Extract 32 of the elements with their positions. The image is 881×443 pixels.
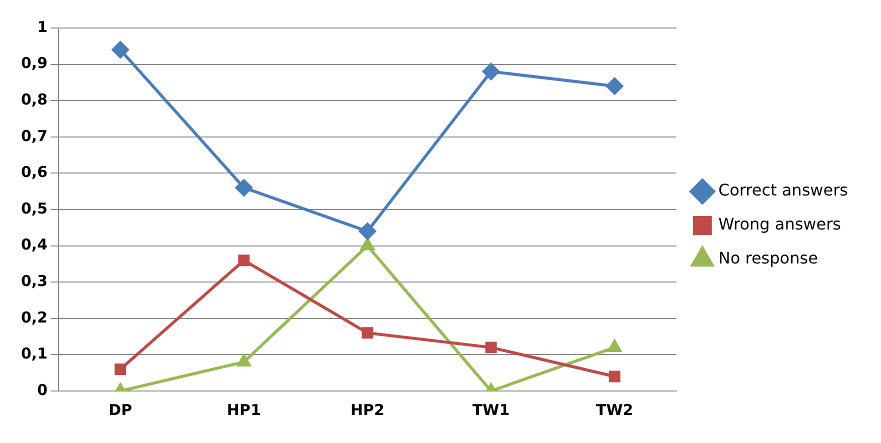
y-tick-label: 0,8: [20, 90, 48, 108]
point: [362, 327, 374, 339]
legend-label: No response: [718, 248, 818, 268]
point: [360, 238, 374, 250]
y-tick-label: 0,6: [20, 163, 48, 182]
x-tick-label: TW1: [472, 400, 510, 419]
y-tick-label: 0: [37, 380, 48, 399]
y-tick-label: 1: [37, 18, 48, 36]
x-tick-label: TW2: [596, 400, 634, 419]
y-tick-label: 0,4: [20, 236, 48, 254]
point: [608, 370, 620, 382]
point: [606, 78, 624, 95]
x-tick-label: HP2: [350, 400, 384, 419]
point: [485, 342, 497, 354]
point: [358, 222, 376, 240]
x-tick-label: DP: [108, 400, 132, 419]
y-tick-label: 0,2: [20, 308, 48, 326]
x-tick-label: HP1: [226, 400, 261, 419]
point: [238, 254, 250, 266]
point: [114, 363, 126, 375]
legend-label: Wrong answers: [718, 214, 842, 234]
point: [112, 41, 129, 58]
point: [237, 354, 251, 366]
y-tick-label: 0,5: [20, 199, 48, 218]
legend-label: Correct answers: [718, 180, 848, 200]
y-tick-label: 0,9: [20, 54, 48, 72]
point: [482, 63, 500, 80]
point: [608, 340, 622, 352]
y-tick-label: 0,3: [20, 272, 48, 290]
y-tick-label: 0,1: [20, 344, 48, 363]
y-tick-label: 0,7: [20, 126, 48, 145]
point: [235, 179, 252, 196]
